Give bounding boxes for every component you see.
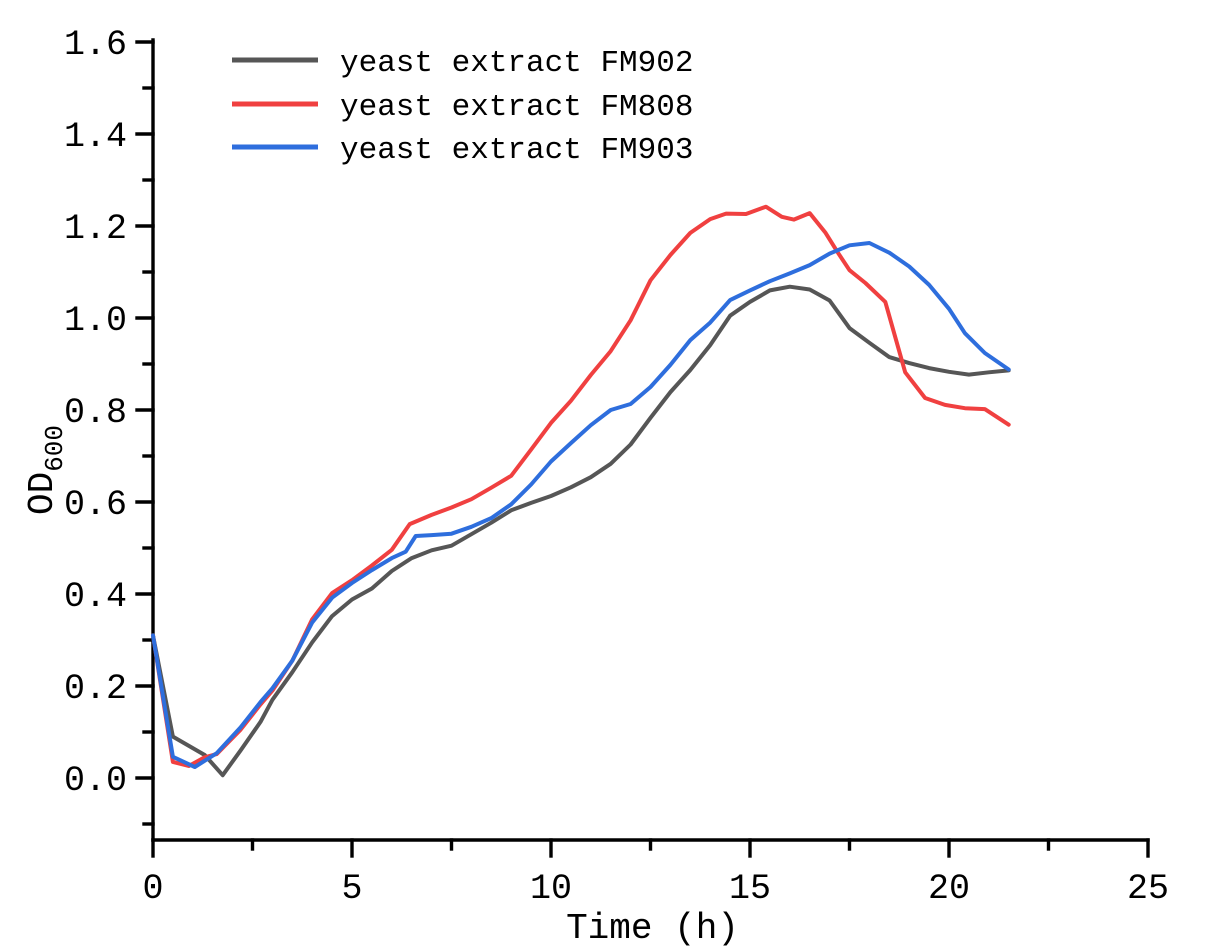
y-axis-title: OD600: [22, 425, 70, 515]
x-tick-label: 15: [729, 869, 771, 909]
legend: yeast extract FM902 yeast extract FM808 ye…: [232, 46, 693, 168]
y-tick-label: 1.0: [64, 301, 127, 341]
y-tick-label: 0.2: [64, 669, 127, 709]
y-tick-label: 0.6: [64, 485, 127, 525]
legend-label: yeast extract FM902: [340, 46, 693, 81]
series-line-3: [151, 241, 1011, 769]
x-tick-label: 20: [928, 869, 970, 909]
legend-label: yeast extract FM808: [340, 90, 693, 125]
legend-label: yeast extract FM903: [340, 133, 693, 168]
x-tick-label: 5: [341, 869, 362, 909]
axes: [135, 38, 1150, 858]
series-line-1: [151, 284, 1011, 778]
x-tick-label: 10: [530, 869, 572, 909]
x-axis-title: Time (h): [566, 908, 739, 949]
y-tick-labels: 0.0 0.2 0.4 0.6 0.8 1.0 1.2 1.4 1.6: [64, 25, 127, 801]
x-tick-label: 25: [1127, 869, 1169, 909]
y-tick-label: 0.8: [64, 393, 127, 433]
y-tick-label: 0.0: [64, 761, 127, 801]
y-tick-label: 1.6: [64, 25, 127, 65]
y-tick-label: 0.4: [64, 577, 127, 617]
y-tick-label: 1.4: [64, 117, 127, 157]
x-tick-labels: 0 5 10 15 20 25: [142, 869, 1169, 909]
x-tick-label: 0: [142, 869, 163, 909]
y-tick-label: 1.2: [64, 209, 127, 249]
y-axis-title-subscript: 600: [40, 425, 70, 472]
